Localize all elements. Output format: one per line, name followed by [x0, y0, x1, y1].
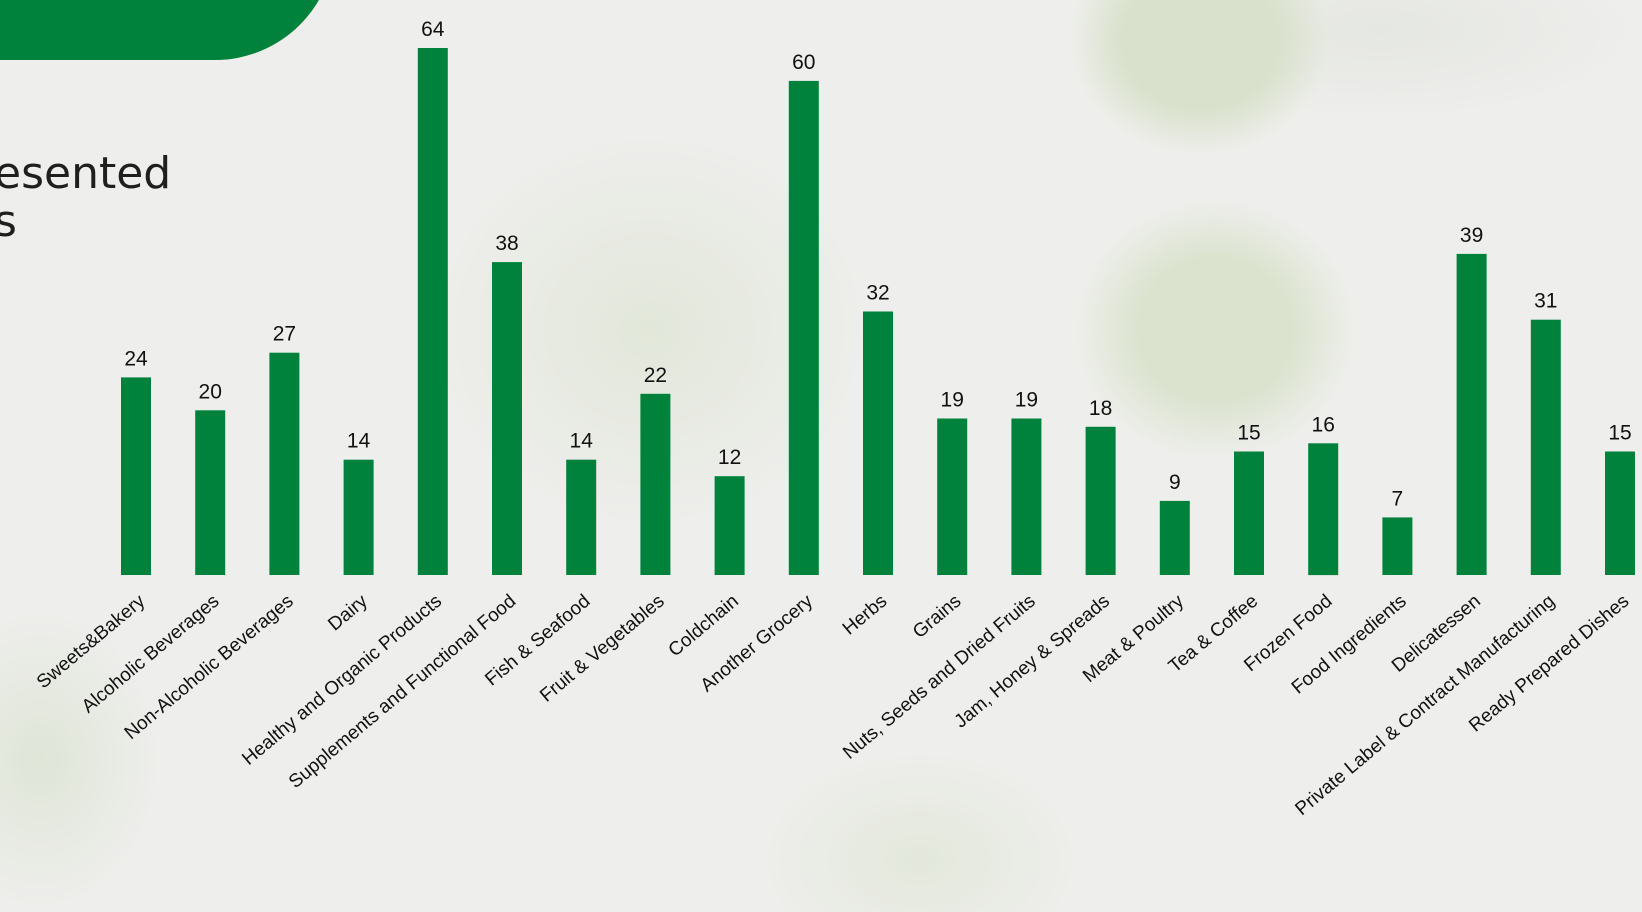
- category-label-private-label-contract-manufacturing: Private Label & Contract Manufacturing: [1291, 591, 1559, 820]
- value-label-delicatessen: 39: [1460, 224, 1483, 247]
- bar-meat-poultry: [1159, 500, 1190, 575]
- value-label-grains: 19: [941, 389, 964, 412]
- category-label-alcoholic-beverages: Alcoholic Beverages: [78, 591, 223, 718]
- value-label-non-alcoholic-beverages: 27: [273, 323, 296, 346]
- bar-grains: [937, 418, 968, 575]
- bar-frozen-food: [1308, 443, 1339, 576]
- bar-fruit-vegetables: [640, 393, 671, 575]
- bar-another-grocery: [788, 80, 819, 576]
- value-label-sweets-bakery: 24: [124, 347, 148, 370]
- category-label-herbs: Herbs: [839, 591, 891, 640]
- value-label-frozen-food: 16: [1312, 413, 1335, 436]
- bar-delicatessen: [1456, 253, 1487, 575]
- value-label-herbs: 32: [866, 282, 889, 305]
- bar-alcoholic-beverages: [195, 410, 226, 575]
- bar-supplements-and-functional-food: [492, 262, 522, 575]
- slide-title-line-1: esented: [0, 148, 172, 199]
- value-label-supplements-and-functional-food: 38: [495, 232, 518, 255]
- value-label-dairy: 14: [347, 430, 371, 453]
- value-label-another-grocery: 60: [792, 51, 815, 74]
- category-label-fruit-vegetables: Fruit & Vegetables: [536, 591, 668, 707]
- slide-title: esented s: [0, 150, 171, 246]
- bar-sweets-bakery: [121, 377, 151, 575]
- value-label-food-ingredients: 7: [1392, 487, 1404, 510]
- value-labels: 24 20 27 14 64 38 14 22 12 60 32 19 19 18 9 15 16 7 39 31 15: [124, 18, 1631, 510]
- bar-jam-honey-spreads: [1085, 426, 1116, 575]
- bar-nuts-seeds-and-dried-fruits: [1011, 418, 1042, 575]
- bar-non-alcoholic-beverages: [269, 352, 300, 575]
- bar-tea-coffee: [1234, 451, 1264, 575]
- value-label-fish-seafood: 14: [570, 430, 594, 453]
- value-label-nuts-seeds-and-dried-fruits: 19: [1015, 389, 1038, 412]
- value-label-coldchain: 12: [718, 446, 741, 469]
- value-label-private-label-contract-manufacturing: 31: [1534, 290, 1557, 313]
- bar-healthy-and-organic-products: [417, 48, 448, 575]
- bar-private-label-contract-manufacturing: [1530, 319, 1561, 575]
- category-label-grains: Grains: [909, 591, 965, 643]
- value-label-jam-honey-spreads: 18: [1089, 397, 1112, 420]
- bar-dairy: [343, 459, 374, 575]
- value-label-alcoholic-beverages: 20: [199, 380, 222, 403]
- slide-title-line-2: s: [0, 196, 17, 247]
- value-label-ready-prepared-dishes: 15: [1608, 422, 1631, 445]
- value-label-tea-coffee: 15: [1237, 422, 1260, 445]
- value-label-meat-poultry: 9: [1169, 471, 1181, 494]
- bar-coldchain: [714, 476, 745, 575]
- bar-ready-prepared-dishes: [1605, 451, 1635, 575]
- value-label-fruit-vegetables: 22: [644, 364, 667, 387]
- bar-food-ingredients: [1382, 517, 1413, 575]
- bar-herbs: [863, 311, 893, 575]
- bar-series: [121, 48, 1635, 576]
- value-label-healthy-and-organic-products: 64: [421, 18, 445, 41]
- bar-fish-seafood: [566, 459, 597, 575]
- category-label-dairy: Dairy: [324, 590, 372, 635]
